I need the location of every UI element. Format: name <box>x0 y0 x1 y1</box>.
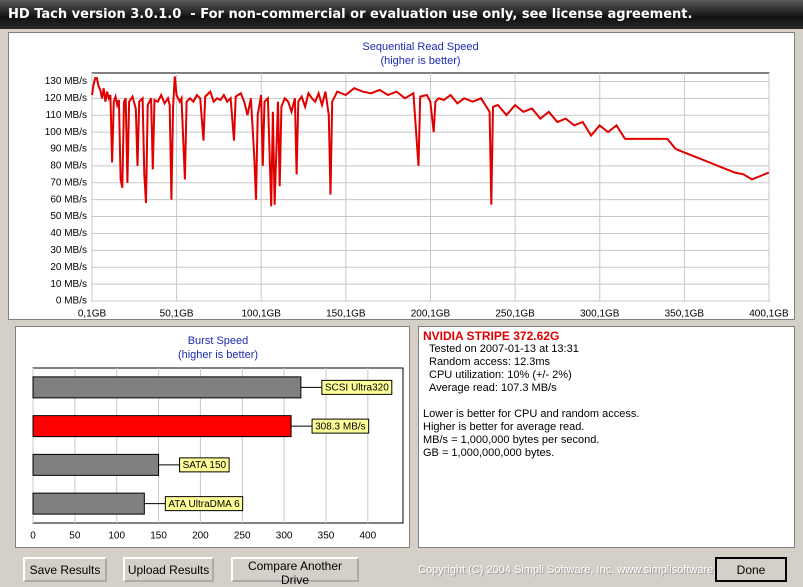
y-tick-label: 130 MB/s <box>45 76 87 87</box>
y-tick-label: 10 MB/s <box>50 279 87 290</box>
done-button[interactable]: Done <box>715 557 787 582</box>
note-line: GB = 1,000,000,000 bytes. <box>423 447 555 459</box>
stat-line: Random access: 12.3ms <box>429 356 551 368</box>
x-tick-label: 150 <box>150 531 167 542</box>
x-tick-label: 150,1GB <box>326 309 366 319</box>
sequential-panel: Sequential Read Speed (higher is better) 0… <box>8 32 795 320</box>
bar-label: 308.3 MB/s <box>315 421 366 432</box>
y-tick-label: 110 MB/s <box>46 110 88 121</box>
y-tick-label: 80 MB/s <box>50 161 87 172</box>
x-tick-label: 100 <box>108 531 125 542</box>
x-tick-label: 350,1GB <box>665 309 705 319</box>
stat-line: Average read: 107.3 MB/s <box>429 382 557 394</box>
y-tick-label: 60 MB/s <box>50 194 87 205</box>
line-chart: Sequential Read Speed (higher is better) 0… <box>45 41 789 320</box>
note-line: Lower is better for CPU and random acces… <box>423 408 640 420</box>
label-box <box>311 418 370 434</box>
x-tick-label: 50 <box>69 531 81 542</box>
title-bar: HD Tach version 3.0.1.0 - For non-commer… <box>0 0 803 29</box>
chart-subtitle: (higher is better) <box>380 55 460 67</box>
x-tick-label: 350 <box>318 531 335 542</box>
y-tick-label: 90 MB/s <box>50 144 87 155</box>
copyright: Copyright (C) 2004 Simpli Software, Inc.… <box>418 564 738 576</box>
y-tick-label: 30 MB/s <box>50 245 87 256</box>
read-line <box>91 76 770 207</box>
y-tick-label: 0 MB/s <box>56 296 87 307</box>
bar <box>32 376 302 399</box>
bar-label: ATA UltraDMA 6 <box>168 499 240 510</box>
bar-chart: Burst Speed (higher is better) 0 50 100 150 20… <box>30 335 404 542</box>
note-line: Higher is better for average read. <box>423 421 585 433</box>
label-box <box>321 379 393 395</box>
x-tick-label: 300,1GB <box>580 309 620 319</box>
burst-panel: Burst Speed (higher is better) 0 50 100 150 20… <box>15 326 410 548</box>
chart-subtitle: (higher is better) <box>178 349 258 361</box>
x-tick-label: 50,1GB <box>160 309 194 319</box>
y-tick-label: 100 MB/s <box>45 127 87 138</box>
stat-line: CPU utilization: 10% (+/- 2%) <box>429 369 572 381</box>
y-tick-label: 50 MB/s <box>50 211 87 222</box>
x-tick-label: 400 <box>359 531 376 542</box>
stat-line: Tested on 2007-01-13 at 13:31 <box>429 343 579 355</box>
stats: Tested on 2007-01-13 at 13:31 Random acce… <box>423 343 790 395</box>
drive-name: NVIDIA STRIPE 372.62G <box>423 329 560 343</box>
x-tick-label: 200,1GB <box>411 309 451 319</box>
button[interactable]: Compare Another Drive <box>231 557 359 587</box>
bar-label: SCSI Ultra320 <box>325 383 389 394</box>
y-tick-label: 20 MB/s <box>50 262 87 273</box>
chart-title: Sequential Read Speed <box>362 41 478 53</box>
x-tick-label: 250,1GB <box>495 309 535 319</box>
x-tick-label: 0 <box>30 531 36 542</box>
x-tick-label: 200 <box>192 531 209 542</box>
info-panel: NVIDIA STRIPE 372.62G Tested on 2007-01-… <box>418 326 795 548</box>
bar <box>32 453 160 476</box>
x-tick-label: 250 <box>234 531 251 542</box>
notes: Lower is better for CPU and random acces… <box>423 408 790 460</box>
y-tick-label: 40 MB/s <box>50 228 87 239</box>
bar <box>32 492 145 515</box>
x-tick-label: 0,1GB <box>78 309 107 319</box>
y-tick-label: 120 MB/s <box>45 93 87 104</box>
label-box <box>179 457 230 473</box>
x-tick-label: 300 <box>276 531 293 542</box>
x-tick-label: 100,1GB <box>242 309 282 319</box>
note-line: MB/s = 1,000,000 bytes per second. <box>423 434 600 446</box>
button[interactable]: Upload Results <box>123 557 214 582</box>
bar-label: SATA 150 <box>183 460 227 471</box>
chart-title: Burst Speed <box>188 335 249 347</box>
x-tick-label: 400,1GB <box>749 309 789 319</box>
label-box <box>164 496 244 512</box>
bar <box>32 415 292 438</box>
y-tick-label: 70 MB/s <box>50 177 87 188</box>
button[interactable]: Save Results <box>23 557 107 582</box>
